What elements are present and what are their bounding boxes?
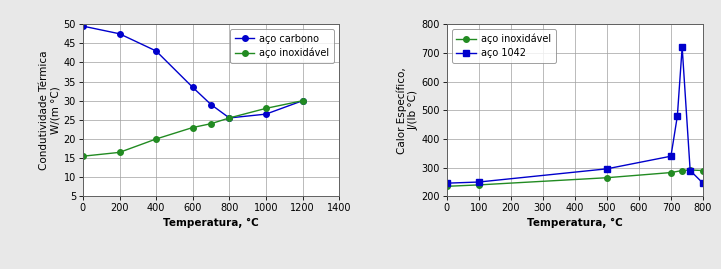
aço 1042 — [673, 114, 681, 118]
aço inoxidável — [686, 168, 694, 172]
aço inoxidável — [115, 151, 124, 154]
aço inoxidável — [603, 176, 611, 179]
X-axis label: Temperatura, °C: Temperatura, °C — [527, 217, 623, 228]
aço inoxidável — [152, 137, 161, 141]
aço inoxidável — [474, 183, 483, 186]
aço 1042 — [443, 182, 451, 185]
aço inoxidável — [443, 185, 451, 188]
aço carbono — [298, 99, 307, 102]
aço inoxidável — [79, 155, 87, 158]
Line: aço carbono: aço carbono — [80, 23, 305, 121]
aço carbono — [225, 116, 234, 119]
aço inoxidável — [262, 107, 270, 110]
aço carbono — [115, 32, 124, 36]
aço 1042 — [699, 182, 707, 185]
Y-axis label: Condutividade Térmica
W/(m °C): Condutividade Térmica W/(m °C) — [39, 51, 61, 170]
aço 1042 — [474, 180, 483, 184]
aço 1042 — [678, 45, 686, 49]
aço inoxidável — [699, 169, 707, 172]
aço carbono — [79, 24, 87, 28]
Legend: aço carbono, aço inoxidável: aço carbono, aço inoxidável — [230, 29, 335, 63]
aço 1042 — [603, 167, 611, 171]
X-axis label: Temperatura, °C: Temperatura, °C — [163, 217, 259, 228]
aço inoxidável — [225, 116, 234, 119]
Y-axis label: Calor Específico,
J/(lb °C): Calor Específico, J/(lb °C) — [397, 67, 418, 154]
aço 1042 — [686, 169, 694, 172]
aço inoxidável — [678, 169, 686, 172]
aço inoxidável — [188, 126, 197, 129]
aço carbono — [188, 86, 197, 89]
aço inoxidável — [298, 99, 307, 102]
aço carbono — [207, 103, 216, 106]
Line: aço inoxidável: aço inoxidável — [444, 167, 706, 189]
Line: aço 1042: aço 1042 — [444, 44, 706, 186]
aço carbono — [262, 112, 270, 116]
Line: aço inoxidável: aço inoxidável — [80, 98, 305, 159]
aço inoxidável — [667, 171, 676, 174]
Legend: aço inoxidável, aço 1042: aço inoxidável, aço 1042 — [451, 29, 556, 63]
aço carbono — [152, 49, 161, 53]
aço inoxidável — [207, 122, 216, 125]
aço 1042 — [667, 155, 676, 158]
